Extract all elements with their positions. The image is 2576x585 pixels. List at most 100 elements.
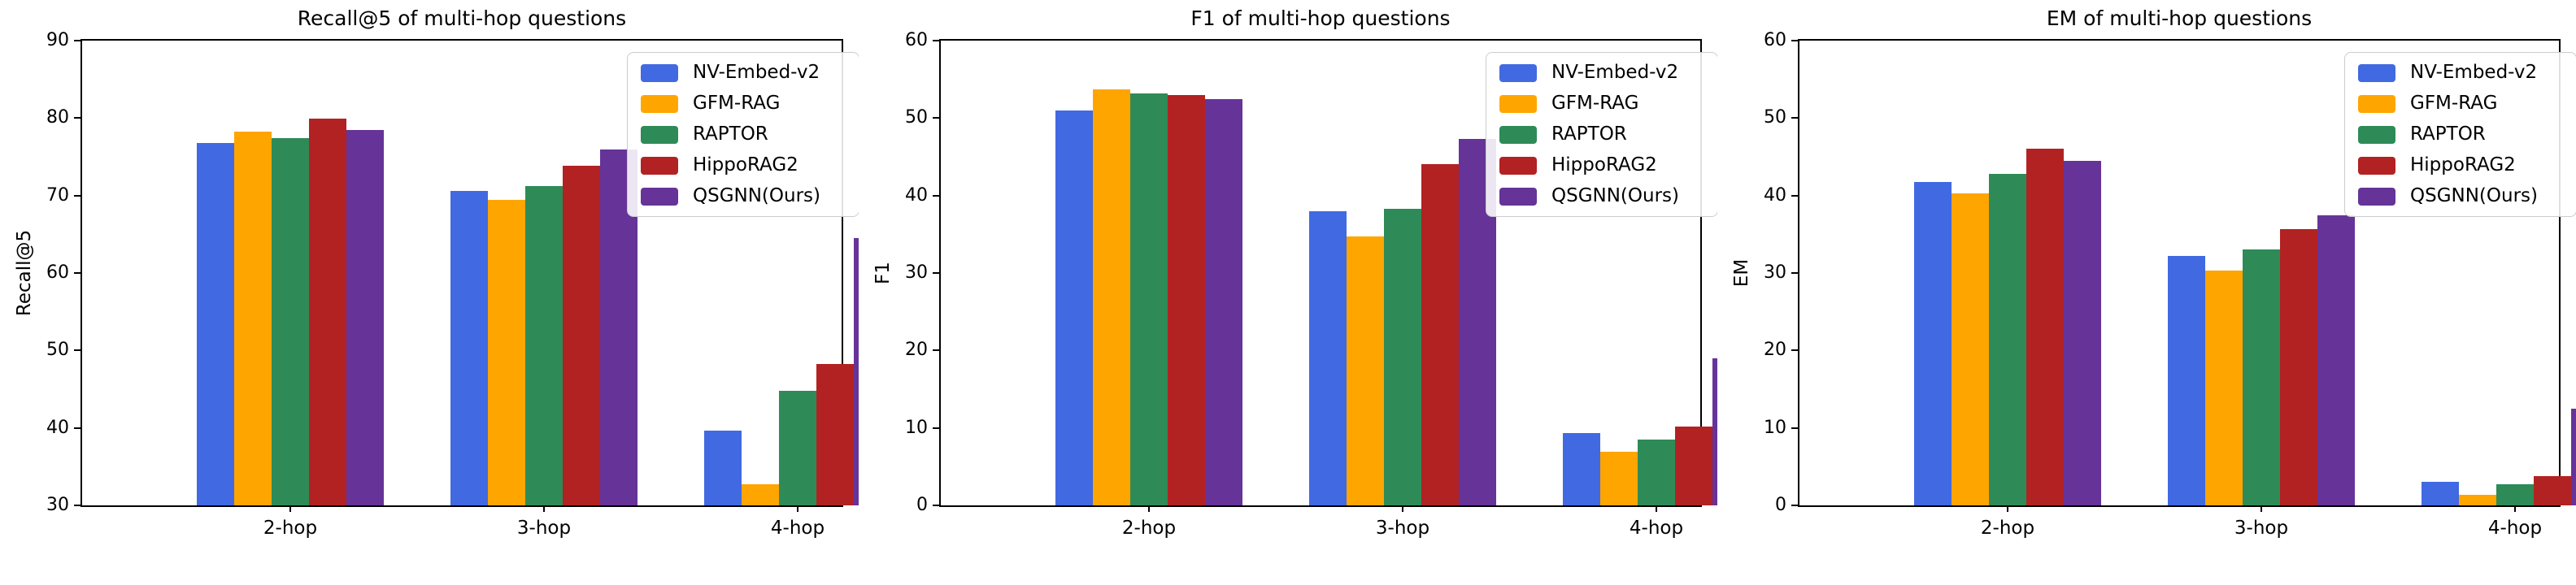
bar-hipporag2-2-hop	[1168, 94, 1205, 505]
bar-raptor-3-hop	[525, 186, 563, 505]
bar-qsgnn-ours-4-hop	[2571, 408, 2576, 505]
y-tick-mark	[1791, 40, 1798, 41]
bar-gfm-rag-3-hop	[1347, 236, 1384, 505]
x-tick-mark	[289, 505, 291, 512]
x-tick-mark	[1402, 505, 1403, 512]
y-tick-label: 90	[46, 30, 69, 50]
x-tick-mark	[2007, 505, 2008, 512]
bar-nv-embed-v2-2-hop	[1055, 110, 1093, 505]
legend-row-qsgnn-ours: QSGNN(Ours)	[2358, 185, 2563, 207]
bar-gfm-rag-4-hop	[2459, 494, 2496, 505]
bar-hipporag2-2-hop	[309, 119, 346, 505]
y-tick-label: 20	[1764, 340, 1786, 361]
legend-swatch-raptor	[2358, 125, 2395, 144]
bar-hipporag2-3-hop	[2280, 228, 2317, 505]
legend-label: HippoRAG2	[1551, 154, 1657, 176]
y-tick-label: 10	[1764, 417, 1786, 438]
bar-raptor-4-hop	[1638, 439, 1675, 505]
bar-hipporag2-3-hop	[563, 166, 600, 505]
legend-row-nv-embed-v2: NV-Embed-v2	[1499, 62, 1704, 84]
y-tick-label: 30	[905, 262, 928, 283]
legend: NV-Embed-v2 GFM-RAG RAPTOR HippoRAG2 QSGNN(O…	[1486, 52, 1718, 217]
legend-row-hipporag2: HippoRAG2	[2358, 154, 2563, 176]
legend-label: QSGNN(Ours)	[2410, 185, 2539, 206]
y-tick-label: 70	[46, 184, 69, 206]
chart-panel-recall-5: Recall@5 of multi-hop questions 30 40 50 60 7…	[0, 0, 891, 585]
y-tick-mark	[74, 427, 80, 429]
y-tick-mark	[74, 349, 80, 352]
legend-row-raptor: RAPTOR	[2358, 124, 2563, 145]
bar-gfm-rag-2-hop	[1952, 193, 1989, 505]
legend-label: QSGNN(Ours)	[693, 185, 821, 206]
y-tick-label: 40	[1764, 184, 1786, 206]
y-tick-mark	[74, 117, 80, 119]
y-tick-mark	[1791, 194, 1798, 197]
legend-swatch-gfm-rag	[2358, 94, 2395, 113]
y-tick-mark	[1791, 117, 1798, 119]
legend-label: NV-Embed-v2	[2410, 62, 2538, 83]
bar-hipporag2-4-hop	[2534, 475, 2571, 505]
y-tick-label: 80	[46, 107, 69, 128]
chart-panel-em: EM of multi-hop questions 0 10 20 30 40 50 60 EM…	[1717, 0, 2576, 585]
y-tick-label: 20	[905, 340, 928, 361]
legend-row-qsgnn-ours: QSGNN(Ours)	[1499, 185, 1704, 207]
y-tick-label: 60	[1764, 30, 1786, 50]
legend-row-raptor: RAPTOR	[1499, 124, 1704, 145]
bar-raptor-4-hop	[2496, 484, 2534, 505]
bar-hipporag2-4-hop	[816, 364, 854, 505]
legend-label: QSGNN(Ours)	[1551, 185, 1680, 206]
bar-gfm-rag-3-hop	[488, 200, 525, 505]
bar-qsgnn-ours-2-hop	[346, 129, 384, 505]
y-tick-mark	[933, 40, 939, 41]
y-tick-mark	[933, 505, 939, 506]
bar-nv-embed-v2-3-hop	[2168, 256, 2205, 505]
legend-label: HippoRAG2	[2410, 154, 2516, 176]
x-tick-label: 2-hop	[1980, 518, 2035, 539]
y-tick-label: 10	[905, 417, 928, 438]
legend-swatch-nv-embed-v2	[2358, 63, 2395, 82]
x-tick-mark	[2514, 505, 2516, 512]
legend-swatch-qsgnn-ours	[641, 187, 678, 206]
chart-title: EM of multi-hop questions	[2046, 6, 2313, 30]
x-tick-mark	[1656, 505, 1657, 512]
x-tick-label: 4-hop	[1629, 518, 1684, 539]
legend-label: NV-Embed-v2	[1551, 62, 1679, 83]
bar-raptor-4-hop	[779, 390, 816, 505]
legend-label: RAPTOR	[2410, 124, 2486, 145]
bar-raptor-2-hop	[1130, 93, 1168, 505]
legend: NV-Embed-v2 GFM-RAG RAPTOR HippoRAG2 QSGNN(O…	[2344, 52, 2576, 217]
y-tick-mark	[1791, 505, 1798, 506]
x-tick-label: 2-hop	[263, 518, 318, 539]
bar-gfm-rag-3-hop	[2205, 271, 2243, 505]
y-tick-mark	[74, 40, 80, 41]
legend-swatch-qsgnn-ours	[2358, 187, 2395, 206]
legend-swatch-raptor	[641, 125, 678, 144]
legend-swatch-hipporag2	[1499, 156, 1537, 175]
bar-gfm-rag-2-hop	[1093, 89, 1130, 505]
y-tick-mark	[933, 272, 939, 274]
legend-row-nv-embed-v2: NV-Embed-v2	[641, 62, 846, 84]
x-tick-label: 3-hop	[516, 518, 572, 539]
bar-nv-embed-v2-2-hop	[1914, 182, 1952, 505]
chart-title: F1 of multi-hop questions	[1190, 6, 1451, 30]
legend-row-hipporag2: HippoRAG2	[1499, 154, 1704, 176]
y-tick-mark	[74, 505, 80, 506]
bar-raptor-3-hop	[2243, 249, 2280, 505]
y-tick-label: 40	[905, 184, 928, 206]
y-tick-label: 50	[46, 340, 69, 361]
bar-nv-embed-v2-2-hop	[197, 142, 234, 505]
bar-nv-embed-v2-4-hop	[1563, 433, 1600, 505]
legend-swatch-gfm-rag	[1499, 94, 1537, 113]
bar-raptor-2-hop	[272, 138, 309, 505]
y-tick-mark	[74, 272, 80, 274]
legend-row-gfm-rag: GFM-RAG	[1499, 93, 1704, 115]
x-tick-label: 3-hop	[2234, 518, 2289, 539]
legend-label: HippoRAG2	[693, 154, 798, 176]
legend-row-gfm-rag: GFM-RAG	[641, 93, 846, 115]
y-tick-mark	[74, 194, 80, 197]
x-tick-mark	[797, 505, 798, 512]
bar-hipporag2-2-hop	[2026, 148, 2064, 505]
bar-qsgnn-ours-2-hop	[2064, 160, 2101, 505]
y-tick-mark	[933, 349, 939, 352]
